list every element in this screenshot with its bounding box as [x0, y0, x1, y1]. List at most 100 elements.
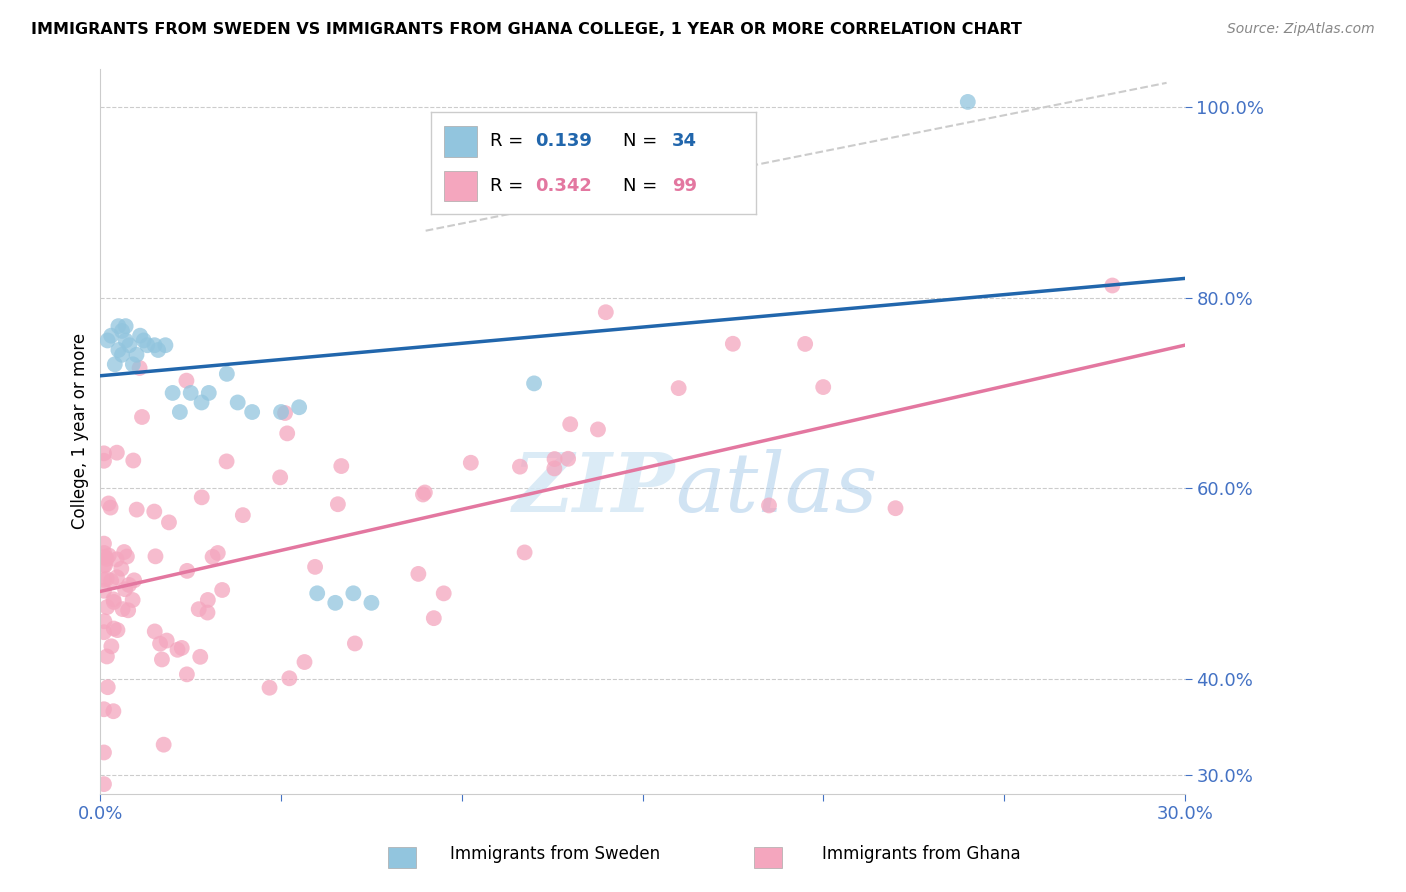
Point: [343, 636, 366, 650]
Point: [288, 401, 311, 415]
Point: [560, 417, 582, 432]
Point: [105, 445, 128, 459]
Point: [107, 623, 129, 637]
Point: [132, 334, 155, 348]
Point: [125, 348, 148, 362]
Point: [162, 386, 184, 401]
Point: [513, 545, 536, 559]
Point: [93, 746, 115, 760]
Point: [118, 338, 141, 352]
Point: [122, 357, 145, 371]
Y-axis label: College, 1 year or more: College, 1 year or more: [72, 333, 89, 529]
Point: [111, 602, 134, 616]
Point: [145, 549, 167, 564]
Point: [93, 446, 115, 460]
Point: [107, 319, 129, 334]
Point: [342, 586, 364, 600]
Point: [215, 367, 238, 381]
Point: [97, 334, 120, 348]
Point: [274, 406, 297, 420]
Point: [93, 702, 115, 716]
Point: [543, 452, 565, 467]
Point: [197, 606, 219, 620]
Point: [129, 328, 152, 343]
Point: [176, 667, 198, 681]
Point: [110, 562, 132, 576]
Point: [103, 592, 125, 607]
Point: [166, 642, 188, 657]
Point: [156, 633, 179, 648]
Point: [433, 586, 456, 600]
Point: [100, 328, 122, 343]
Point: [197, 386, 219, 401]
Point: [326, 497, 349, 511]
Point: [93, 583, 115, 598]
Point: [188, 649, 211, 664]
Point: [107, 343, 129, 357]
Point: [169, 405, 191, 419]
Point: [96, 600, 118, 615]
Point: [240, 405, 263, 419]
Point: [423, 611, 446, 625]
Point: [118, 578, 141, 592]
Point: [103, 595, 125, 609]
Point: [557, 451, 579, 466]
Point: [360, 596, 382, 610]
Point: [143, 338, 166, 352]
Point: [304, 560, 326, 574]
Point: [125, 502, 148, 516]
Point: [509, 459, 531, 474]
Text: atlas: atlas: [675, 449, 877, 529]
Point: [93, 454, 115, 468]
Point: [307, 586, 329, 600]
Point: [460, 456, 482, 470]
Text: Immigrants from Ghana: Immigrants from Ghana: [821, 846, 1021, 863]
Point: [323, 596, 346, 610]
Point: [1101, 278, 1123, 293]
Point: [201, 549, 224, 564]
Point: [226, 395, 249, 409]
Point: [190, 491, 212, 505]
Point: [97, 496, 120, 510]
Point: [197, 593, 219, 607]
Point: [103, 622, 125, 636]
Point: [112, 545, 135, 559]
Point: [122, 574, 145, 588]
Point: [270, 405, 292, 419]
Point: [93, 558, 115, 573]
Point: [813, 380, 835, 394]
Point: [114, 319, 136, 334]
Point: [543, 461, 565, 475]
Point: [152, 738, 174, 752]
Point: [115, 549, 138, 564]
Point: [111, 348, 134, 362]
Point: [93, 625, 115, 640]
Point: [93, 549, 115, 564]
Point: [93, 573, 115, 587]
Point: [148, 343, 170, 357]
Point: [956, 95, 979, 109]
Point: [176, 374, 198, 388]
Point: [143, 624, 166, 639]
Point: [143, 505, 166, 519]
Point: [330, 458, 353, 473]
Text: Source: ZipAtlas.com: Source: ZipAtlas.com: [1227, 22, 1375, 37]
Point: [721, 336, 744, 351]
Point: [104, 357, 127, 371]
Point: [586, 422, 609, 436]
Point: [93, 777, 115, 791]
Point: [523, 376, 546, 391]
Point: [96, 649, 118, 664]
Point: [176, 564, 198, 578]
Point: [170, 640, 193, 655]
Point: [412, 487, 434, 501]
Point: [269, 470, 291, 484]
Point: [884, 501, 907, 516]
Point: [122, 453, 145, 467]
Point: [117, 603, 139, 617]
Point: [294, 655, 316, 669]
Point: [128, 361, 150, 376]
Point: [211, 582, 233, 597]
Point: [232, 508, 254, 523]
Point: [190, 395, 212, 409]
